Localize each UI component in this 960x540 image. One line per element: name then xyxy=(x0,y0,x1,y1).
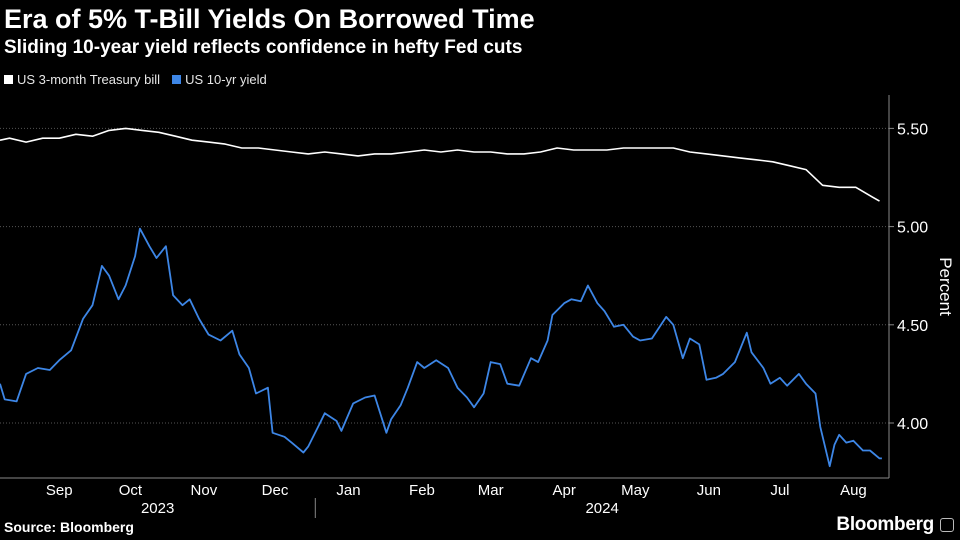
x-tick-label: Dec xyxy=(262,482,289,499)
legend: US 3-month Treasury bill US 10-yr yield xyxy=(4,70,279,88)
x-tick-label: Feb xyxy=(409,482,435,499)
x-tick-label: Sep xyxy=(46,482,73,499)
axes: Percent xyxy=(0,95,955,479)
x-tick-label: Jun xyxy=(697,482,721,499)
legend-item-tbill: US 3-month Treasury bill xyxy=(4,72,160,87)
x-tick-label: Jan xyxy=(336,482,360,499)
grid xyxy=(0,127,889,424)
source-note: Source: Bloomberg xyxy=(4,519,134,535)
series-line-ten-year xyxy=(0,227,882,468)
ticks: 4.00 4.50 5.00 5.50 Sep Oct Nov Dec Jan Feb Mar Apr… xyxy=(46,121,928,518)
x-tick-label: Apr xyxy=(553,482,576,499)
x-year-label: 2023 xyxy=(141,500,174,517)
x-tick-label: Oct xyxy=(119,482,143,499)
legend-item-ten-year: US 10-yr yield xyxy=(172,72,267,87)
chart-title: Era of 5% T-Bill Yields On Borrowed Time xyxy=(4,4,535,34)
x-tick-label: Jul xyxy=(770,482,789,499)
x-tick-label: Nov xyxy=(191,482,218,499)
chart-subtitle: Sliding 10-year yield reflects confidenc… xyxy=(4,37,523,58)
legend-swatch-tbill xyxy=(4,74,13,84)
y-tick-label: 4.50 xyxy=(897,318,928,335)
logo-badge-icon xyxy=(940,518,954,532)
x-tick-label: Mar xyxy=(478,482,504,499)
bloomberg-logo: Bloomberg xyxy=(836,514,954,536)
x-tick-label: May xyxy=(621,482,650,499)
y-axis-title: Percent xyxy=(936,257,955,316)
series-line-tbill xyxy=(0,127,880,202)
series xyxy=(0,127,882,468)
logo-text: Bloomberg xyxy=(836,514,934,535)
x-year-label: 2024 xyxy=(585,500,618,517)
y-tick-label: 5.00 xyxy=(897,220,928,237)
y-tick-label: 4.00 xyxy=(897,416,928,433)
legend-swatch-ten-year xyxy=(172,74,182,84)
legend-label-tbill: US 3-month Treasury bill xyxy=(17,71,161,87)
y-tick-label: 5.50 xyxy=(897,121,928,138)
legend-label-ten-year: US 10-yr yield xyxy=(185,71,267,87)
x-tick-label: Aug xyxy=(840,482,867,499)
